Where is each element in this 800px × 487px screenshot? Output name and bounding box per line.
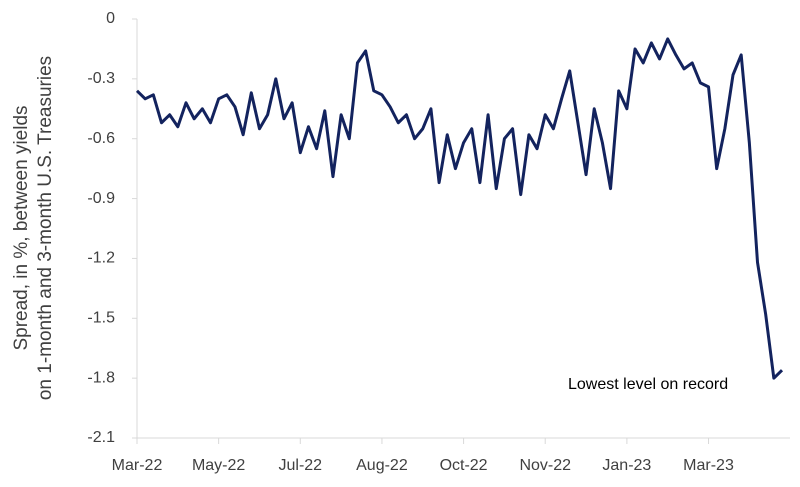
y-tick-label: -1.2 [87,250,115,267]
x-tick-label: Jan-23 [602,457,651,474]
data-line [135,37,784,380]
annotation: Lowest level on record [568,376,728,393]
y-tick-label: -0.6 [87,130,115,147]
x-tick-label: May-22 [192,457,245,474]
y-axis-title: Spread, in %, between yields [11,105,32,350]
x-tick-label: Jul-22 [279,457,323,474]
x-tick-label: Oct-22 [440,457,488,474]
y-tick-label: -2.1 [87,429,115,446]
x-tick-label: Aug-22 [356,457,408,474]
y-axis-title: on 1-month and 3-month U.S. Treasuries [35,56,56,400]
y-tick-label: -0.9 [87,190,115,207]
x-tick-label: Mar-22 [112,457,163,474]
x-tick-label: Mar-23 [683,457,734,474]
y-tick-label: -1.8 [87,369,115,386]
y-tick-label: -1.5 [87,310,115,327]
y-tick-label: 0 [106,10,115,27]
x-tick-label: Nov-22 [519,457,571,474]
y-tick-label: -0.3 [87,70,115,87]
